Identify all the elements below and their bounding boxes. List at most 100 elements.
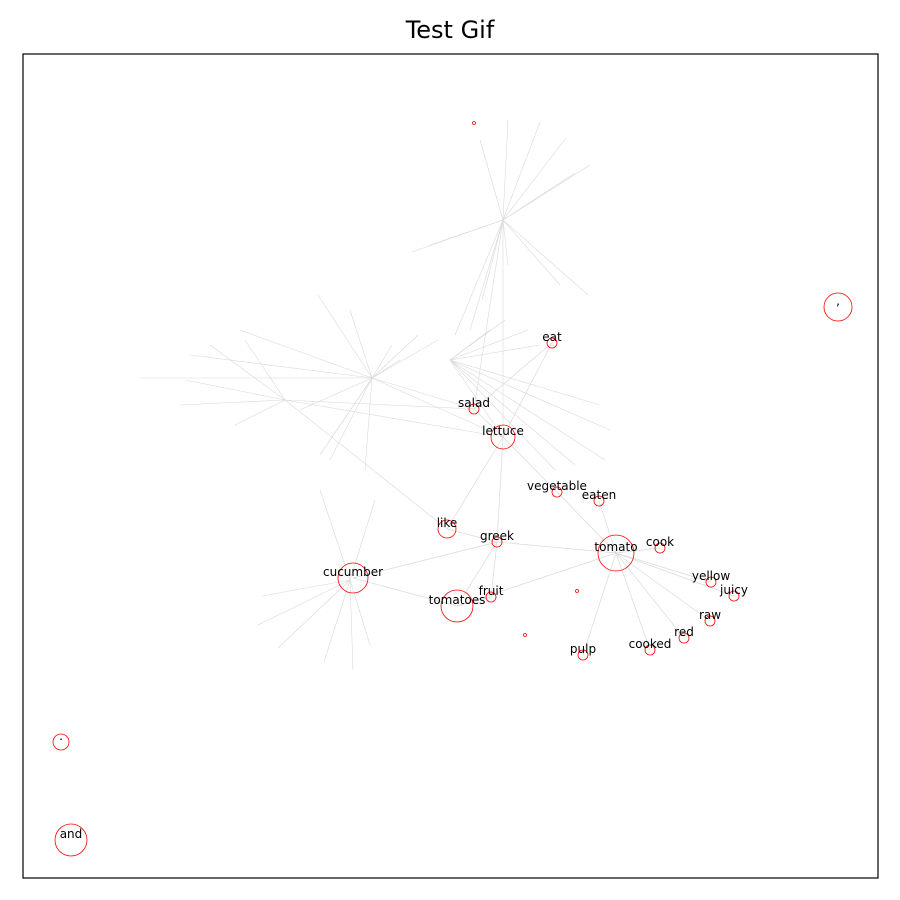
- background-edge-34: [261, 579, 351, 597]
- edge-tomato-eaten: [598, 500, 617, 554]
- plot-frame: [22, 53, 879, 879]
- background-edge-43: [449, 344, 541, 361]
- background-edge-14: [317, 294, 373, 379]
- background-edge-49: [371, 377, 475, 410]
- edge-tomato-pulp: [582, 552, 617, 656]
- background-edge-57: [284, 399, 504, 438]
- node-like[interactable]: [437, 519, 457, 539]
- node-label-red: red: [674, 625, 694, 639]
- background-edge-46: [449, 359, 606, 461]
- node-n_small2[interactable]: [523, 633, 527, 637]
- edge-lettuce-eat: [502, 342, 553, 438]
- background-edge-51: [284, 399, 448, 530]
- background-edge-55: [449, 359, 504, 438]
- background-edge-1: [502, 119, 509, 221]
- background-edge-36: [277, 579, 351, 649]
- background-edge-12: [469, 219, 504, 331]
- background-edge-25: [189, 354, 373, 379]
- background-edge-24: [239, 329, 373, 379]
- edges: [352, 342, 735, 656]
- background-edge-39: [349, 579, 371, 646]
- background-edge-7: [411, 219, 504, 253]
- edge-tomato-cook: [615, 547, 661, 554]
- node-comma[interactable]: [823, 292, 853, 322]
- edge-fruit-tomatoes: [456, 596, 492, 607]
- node-vegetable[interactable]: [551, 486, 563, 498]
- node-pulp[interactable]: [577, 649, 589, 661]
- background-edge-31: [244, 339, 286, 401]
- node-label-and: and: [60, 827, 83, 841]
- node-label-cooked: cooked: [629, 637, 672, 651]
- background-edge-56: [319, 377, 373, 456]
- background-edge-13: [454, 219, 504, 336]
- background-edge-8: [502, 219, 589, 296]
- background-edge-44: [449, 359, 601, 406]
- node-greek[interactable]: [491, 536, 503, 548]
- background-edge-37: [323, 579, 351, 663]
- chart-title: Test Gif: [405, 16, 495, 44]
- edge-tomato-cooked: [615, 552, 651, 651]
- node-label-salad: salad: [458, 396, 490, 410]
- background-edge-41: [449, 319, 506, 361]
- node-n_small1[interactable]: [575, 589, 579, 593]
- background-edge-53: [473, 219, 504, 410]
- node-label-vegetable: vegetable: [527, 479, 587, 493]
- edge-greek-tomatoes: [456, 541, 498, 607]
- edge-lettuce-salad: [473, 408, 504, 438]
- edge-greek-cucumber: [352, 541, 498, 579]
- edge-tomato-tomatoes: [456, 552, 617, 607]
- node-eat[interactable]: [546, 337, 558, 349]
- node-label-yellow: yellow: [692, 569, 730, 583]
- edge-greek-fruit: [490, 541, 498, 598]
- node-label-comma: ,: [836, 294, 840, 308]
- node-label-cucumber: cucumber: [323, 565, 383, 579]
- node-label-period: .: [59, 729, 63, 743]
- node-yellow[interactable]: [705, 576, 717, 588]
- background-edge-29: [179, 399, 286, 406]
- node-juicy[interactable]: [728, 590, 740, 602]
- background-edge-19: [371, 339, 439, 379]
- background-edge-45: [449, 359, 611, 431]
- background-edge-33: [349, 499, 376, 581]
- node-salad[interactable]: [468, 403, 480, 415]
- background-edge-27: [209, 344, 286, 401]
- edge-lettuce-like: [446, 436, 504, 530]
- edge-tomato-yellow: [615, 552, 712, 583]
- edge-cucumber-tomatoes: [352, 577, 458, 607]
- node-cook[interactable]: [654, 542, 666, 554]
- background-edge-9: [502, 219, 561, 286]
- background-edge-47: [449, 359, 576, 466]
- node-label-cook: cook: [646, 535, 674, 549]
- background-edge-42: [449, 329, 529, 361]
- node-label-like: like: [437, 516, 458, 530]
- node-red[interactable]: [678, 632, 690, 644]
- background-edge-50: [284, 399, 475, 410]
- node-tomatoes[interactable]: [440, 589, 474, 623]
- background-edge-38: [349, 579, 354, 671]
- node-label-juicy: juicy: [719, 583, 748, 597]
- node-lettuce[interactable]: [490, 424, 516, 450]
- node-n_top[interactable]: [472, 121, 476, 125]
- edge-greek-like: [446, 528, 498, 543]
- background-edge-2: [502, 121, 541, 221]
- node-cooked[interactable]: [644, 644, 656, 656]
- background-edge-48: [449, 359, 556, 471]
- node-fruit[interactable]: [485, 591, 497, 603]
- node-raw[interactable]: [704, 615, 716, 627]
- background-edges: [140, 119, 611, 671]
- node-label-lettuce: lettuce: [482, 424, 524, 438]
- node-label-raw: raw: [699, 608, 721, 622]
- node-cucumber[interactable]: [337, 562, 369, 594]
- background-edge-0: [479, 139, 504, 221]
- background-edge-30: [234, 399, 286, 426]
- node-label-tomato: tomato: [594, 540, 637, 554]
- background-edge-16: [371, 344, 393, 379]
- node-period[interactable]: [52, 733, 70, 751]
- node-and[interactable]: [54, 823, 88, 857]
- edge-tomato-vegetable: [556, 491, 617, 554]
- edge-lettuce-vegetable: [502, 436, 558, 493]
- node-eaten[interactable]: [593, 495, 605, 507]
- node-tomato[interactable]: [597, 534, 635, 572]
- node-label-eaten: eaten: [582, 488, 616, 502]
- node-label-greek: greek: [480, 529, 514, 543]
